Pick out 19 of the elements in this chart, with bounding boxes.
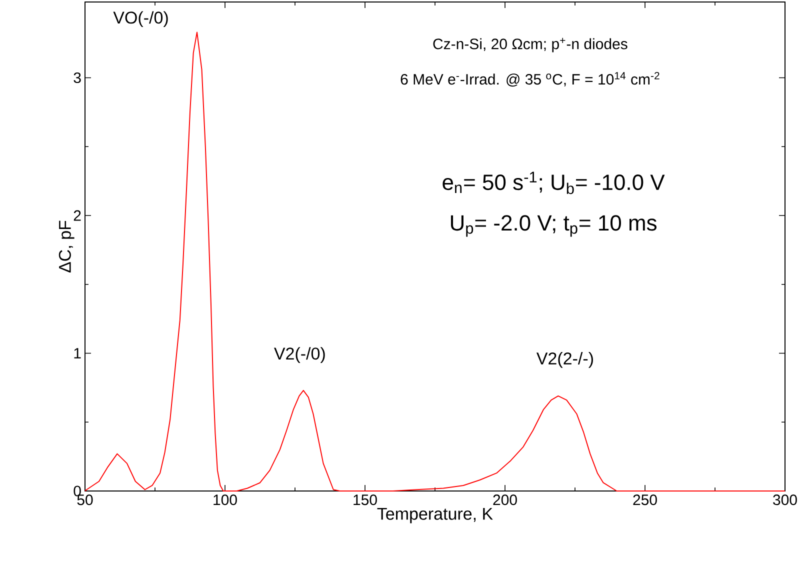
annotation: V2(2-/-) xyxy=(536,352,593,368)
annotation: U$_{p}$= -2.0 V; t$_{p}$= 10 ms xyxy=(450,215,657,237)
annotation: Cz-n-Si, 20 Ωcm; p$^{+}$-n diodes xyxy=(433,38,628,52)
annotation: V2(-/0) xyxy=(274,347,325,363)
annotation: 6 MeV e$^{-}$-Irrad. @ 35 $^{o}$C, F = 10$^{14}$ cm$^{-2}$ xyxy=(400,72,660,87)
x-tick-label: 100 xyxy=(214,494,237,506)
x-tick-label: 300 xyxy=(773,494,797,506)
y-tick-label: 1 xyxy=(74,348,81,358)
x-tick-label: 200 xyxy=(493,494,517,506)
x-tick-label: 50 xyxy=(77,494,93,506)
annotation: e$_{n}$= 50 s$^{-1}$; U$_{b}$= -10.0 V xyxy=(442,172,665,194)
x-axis-title: Temperature, K xyxy=(377,508,493,524)
x-tick-label: 150 xyxy=(354,494,377,506)
y-tick-label: 2 xyxy=(74,210,81,221)
y-tick-label: 3 xyxy=(74,72,81,84)
y-axis-title: ΔC, pF xyxy=(58,220,74,272)
y-tick-label: 0 xyxy=(74,486,81,496)
annotation: VO(-/0) xyxy=(113,11,168,28)
x-tick-label: 250 xyxy=(633,494,657,506)
